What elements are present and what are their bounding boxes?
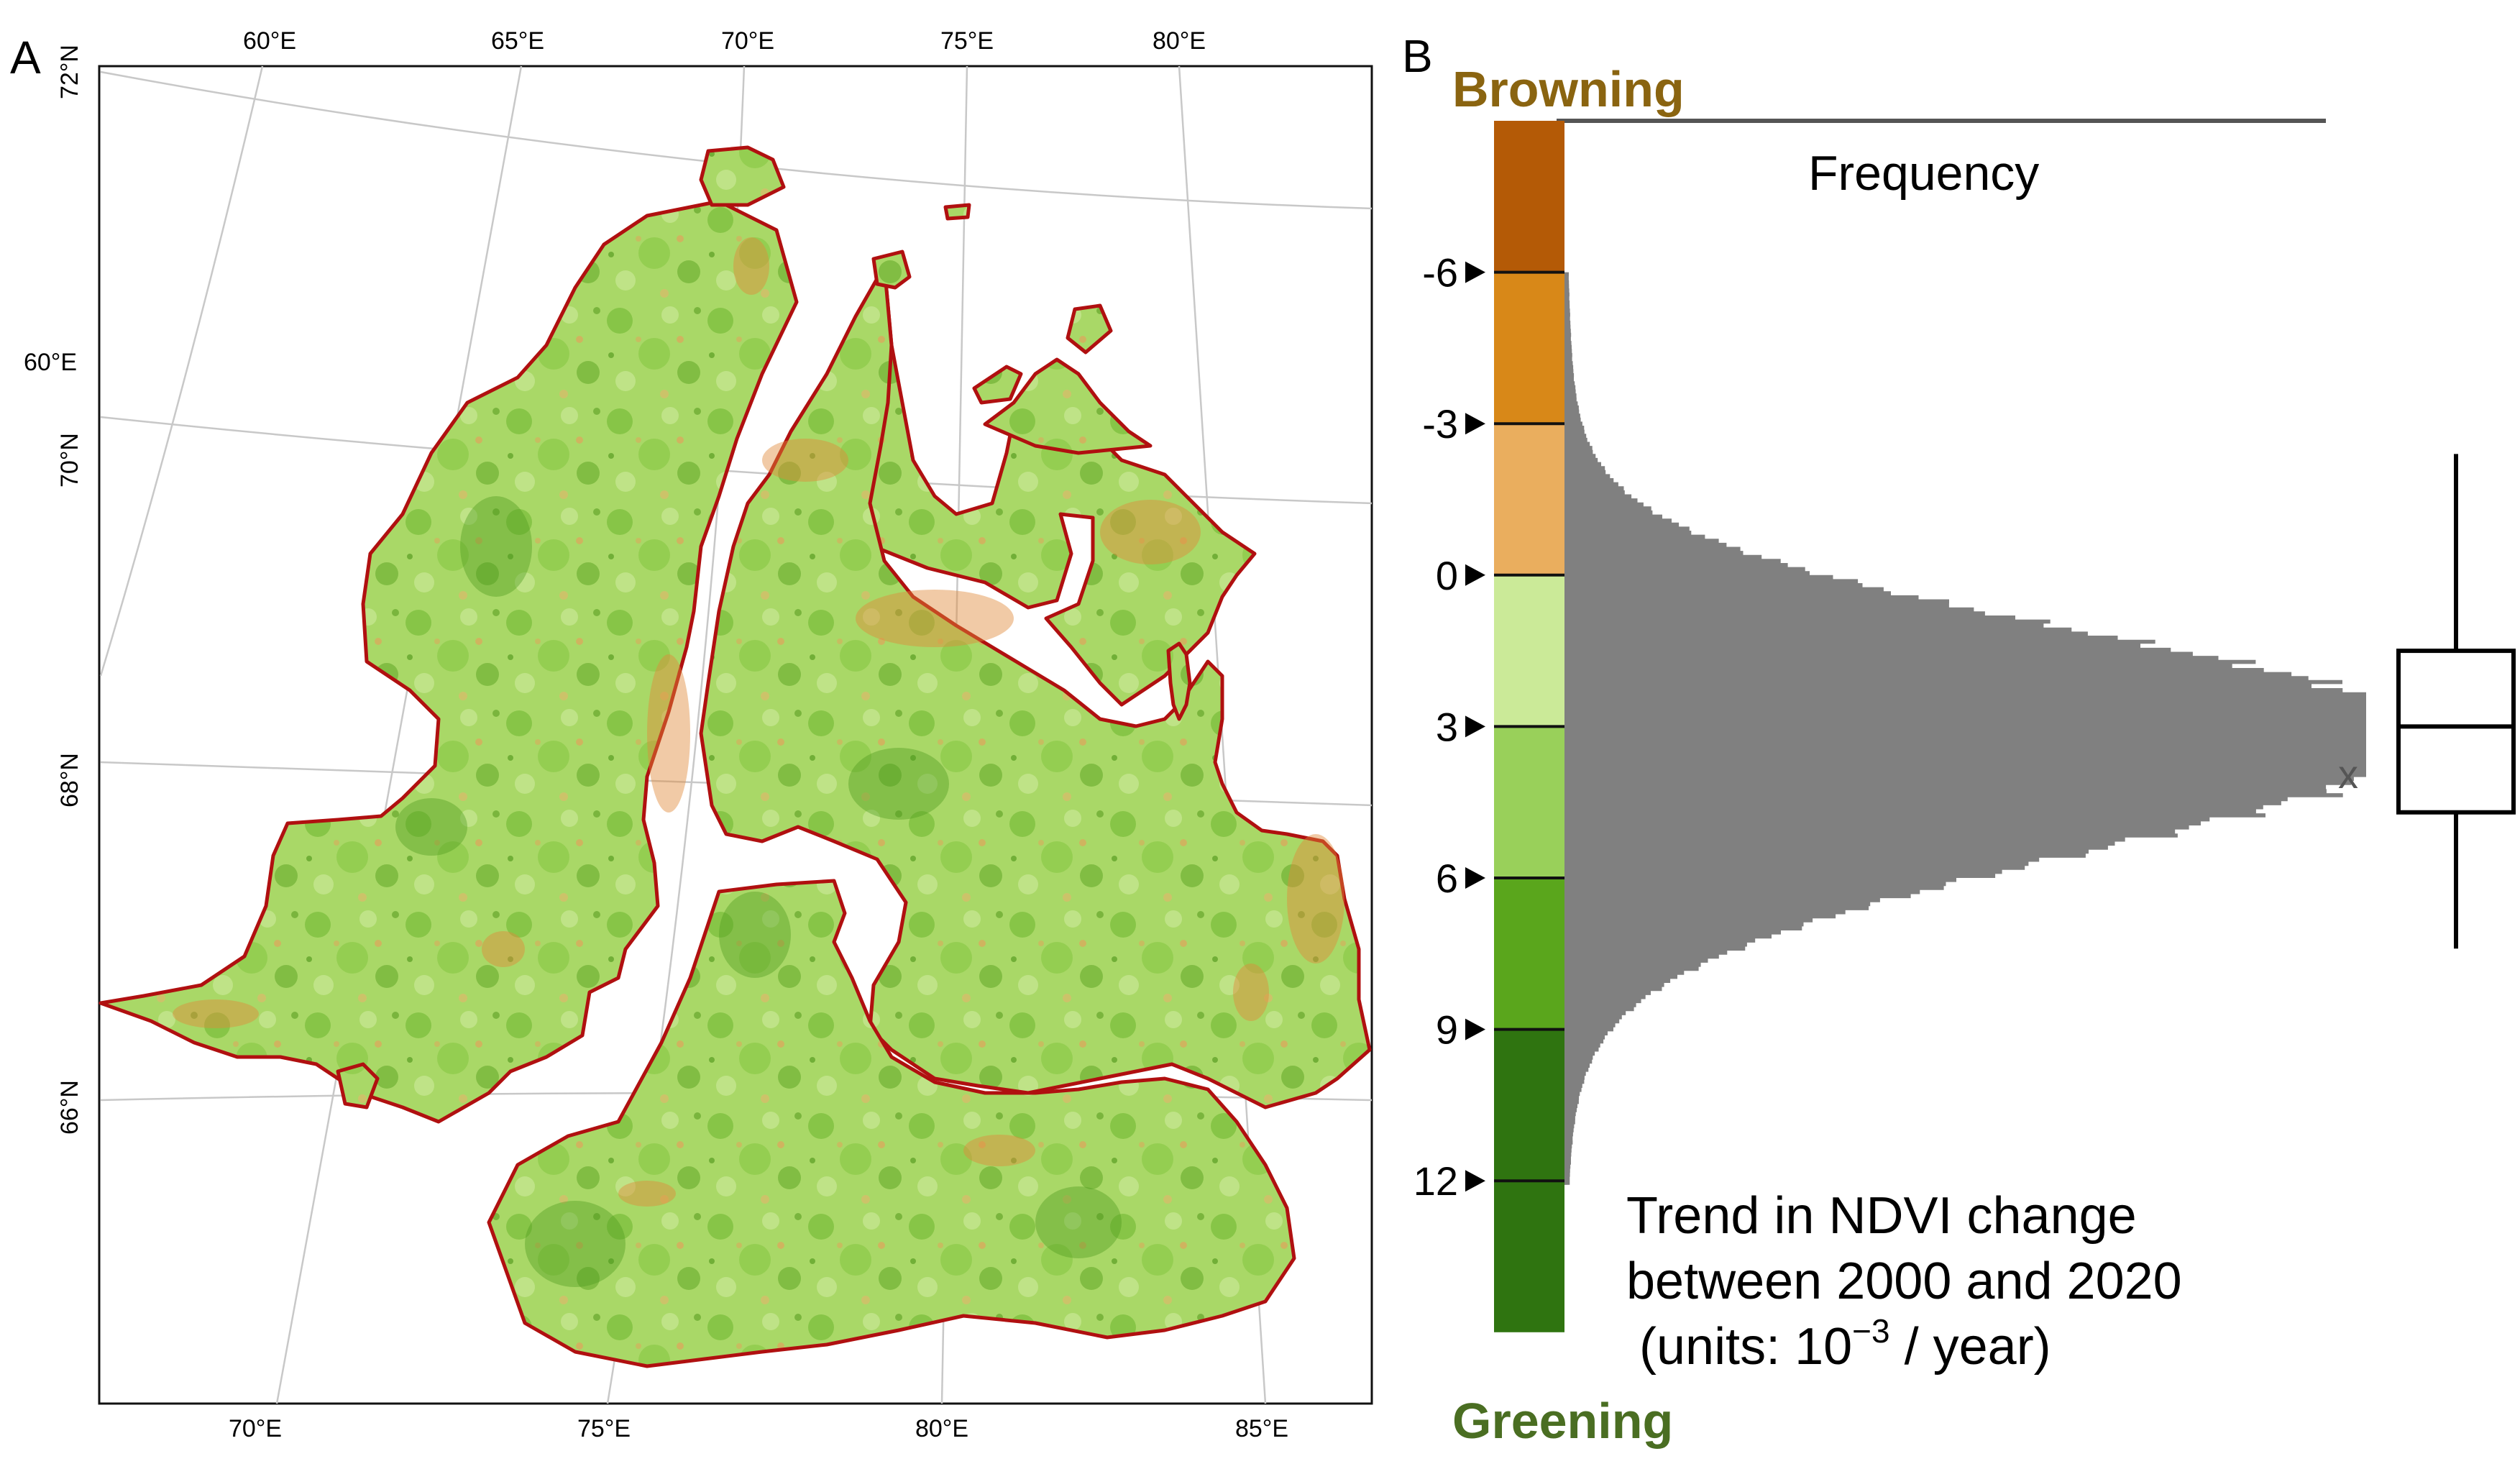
greening-patch bbox=[1035, 1186, 1122, 1258]
tazovsky-gydan-south bbox=[699, 264, 1372, 1109]
lon-label-bottom: 85°E bbox=[1235, 1415, 1288, 1442]
tick-label: 3 bbox=[1436, 704, 1458, 749]
lon-label-bottom: 80°E bbox=[915, 1415, 968, 1442]
tick-label: 9 bbox=[1436, 1007, 1458, 1053]
greening-patches bbox=[395, 496, 1122, 1287]
tick-label: 6 bbox=[1436, 856, 1458, 901]
greening-patch bbox=[719, 892, 791, 978]
tick-label: 0 bbox=[1436, 553, 1458, 598]
small-island-b bbox=[871, 250, 912, 290]
colorbar-segment bbox=[1494, 1029, 1564, 1181]
yamal-gydan-land bbox=[98, 145, 1372, 1368]
annotation-units-exponent: −3 bbox=[1852, 1312, 1889, 1350]
panel-label-b: B bbox=[1402, 30, 1433, 82]
lon-label-top: 70°E bbox=[721, 27, 774, 55]
browning-patch bbox=[762, 439, 848, 482]
browning-patch bbox=[618, 1181, 676, 1207]
tick-arrow bbox=[1465, 413, 1485, 435]
map-coordinate-labels: 60°E 65°E 70°E 75°E 80°E 70°E 75°E 80°E 85°E 72°N… bbox=[24, 27, 1288, 1442]
small-island-e bbox=[336, 1062, 380, 1109]
annotation-line-1: Trend in NDVI change bbox=[1626, 1187, 2137, 1245]
browning-patch bbox=[647, 654, 690, 813]
shokalsky-island bbox=[1066, 303, 1113, 354]
tick-arrow bbox=[1465, 1018, 1485, 1040]
lon-label-top: 80°E bbox=[1153, 27, 1206, 55]
yamal-peninsula bbox=[98, 199, 799, 1124]
colorbar-segment bbox=[1494, 1181, 1564, 1332]
tick-label: -6 bbox=[1422, 250, 1458, 296]
boxplot-box bbox=[2396, 649, 2516, 815]
browning-label: Browning bbox=[1452, 61, 1685, 117]
greening-patch bbox=[848, 748, 949, 820]
lon-label-top: 75°E bbox=[940, 27, 994, 55]
tick-arrow bbox=[1465, 867, 1485, 889]
tick-arrow bbox=[1465, 1170, 1485, 1192]
lon-label-top: 65°E bbox=[491, 27, 544, 55]
trend-annotation: Trend in NDVI change between 2000 and 20… bbox=[1626, 1187, 2182, 1376]
colorbar-segment bbox=[1494, 726, 1564, 878]
histogram-shape bbox=[1564, 272, 2366, 1185]
lon-label-bottom: 75°E bbox=[577, 1415, 631, 1442]
annotation-units-prefix: (units: 10 bbox=[1639, 1318, 1852, 1376]
small-island-a bbox=[972, 365, 1023, 405]
trend-boxplot bbox=[2396, 454, 2516, 949]
lon-label-top: 60°E bbox=[243, 27, 296, 55]
browning-patch bbox=[963, 1135, 1035, 1166]
colorbar-segment bbox=[1494, 878, 1564, 1030]
browning-patch bbox=[1100, 500, 1201, 564]
annotation-units-tail: / year) bbox=[1890, 1318, 2051, 1376]
small-island-c bbox=[943, 203, 971, 221]
panel-label-a: A bbox=[10, 32, 41, 83]
coord-label-left: 72°N bbox=[56, 45, 83, 99]
greening-patch bbox=[460, 496, 532, 597]
taz-peninsula-south bbox=[487, 879, 1296, 1368]
mean-marker: x bbox=[2338, 751, 2358, 797]
annotation-line-2: between 2000 and 2020 bbox=[1626, 1253, 2182, 1310]
greening-patch bbox=[525, 1201, 626, 1287]
frequency-axis-title: Frequency bbox=[1808, 146, 2039, 201]
browning-patches bbox=[173, 237, 1344, 1207]
coord-label-left: 68°N bbox=[56, 753, 83, 807]
browning-patch bbox=[1233, 964, 1269, 1021]
tick-arrow bbox=[1465, 564, 1485, 586]
annotation-units: (units: 10−3 / year) bbox=[1639, 1312, 2051, 1376]
colorbar-segment bbox=[1494, 121, 1564, 273]
colorbar-segment bbox=[1494, 575, 1564, 727]
tick-label: -3 bbox=[1422, 401, 1458, 447]
map-panel: A bbox=[10, 27, 1373, 1442]
browning-patch bbox=[1287, 834, 1344, 964]
coord-label-left: 70°N bbox=[56, 433, 83, 488]
browning-patch bbox=[173, 999, 259, 1028]
greening-patch bbox=[395, 798, 467, 856]
tick-arrow bbox=[1465, 261, 1485, 283]
colorbar-ticks: -6 -3 0 3 6 9 12 bbox=[1414, 250, 1564, 1204]
coord-label-left: 60°E bbox=[24, 349, 77, 376]
trend-colorbar bbox=[1494, 121, 1564, 1332]
browning-patch bbox=[856, 590, 1014, 647]
histogram-panel: B Browning Greening Frequency -6 -3 0 3 6 9 12… bbox=[1402, 30, 2516, 1449]
small-island-d bbox=[1166, 641, 1192, 721]
browning-patch bbox=[482, 931, 525, 967]
greening-label: Greening bbox=[1452, 1393, 1673, 1449]
tick-arrow bbox=[1465, 715, 1485, 738]
coord-label-left: 66°N bbox=[56, 1080, 83, 1135]
oleniy-island bbox=[983, 357, 1153, 455]
browning-patch bbox=[733, 237, 769, 295]
colorbar-segment bbox=[1494, 272, 1564, 424]
colorbar-segment bbox=[1494, 424, 1564, 575]
lon-label-bottom: 70°E bbox=[229, 1415, 282, 1442]
graticule-meridian bbox=[99, 65, 264, 677]
frequency-histogram bbox=[1564, 272, 2366, 1185]
bely-island bbox=[699, 145, 786, 207]
tick-label: 12 bbox=[1414, 1158, 1458, 1204]
